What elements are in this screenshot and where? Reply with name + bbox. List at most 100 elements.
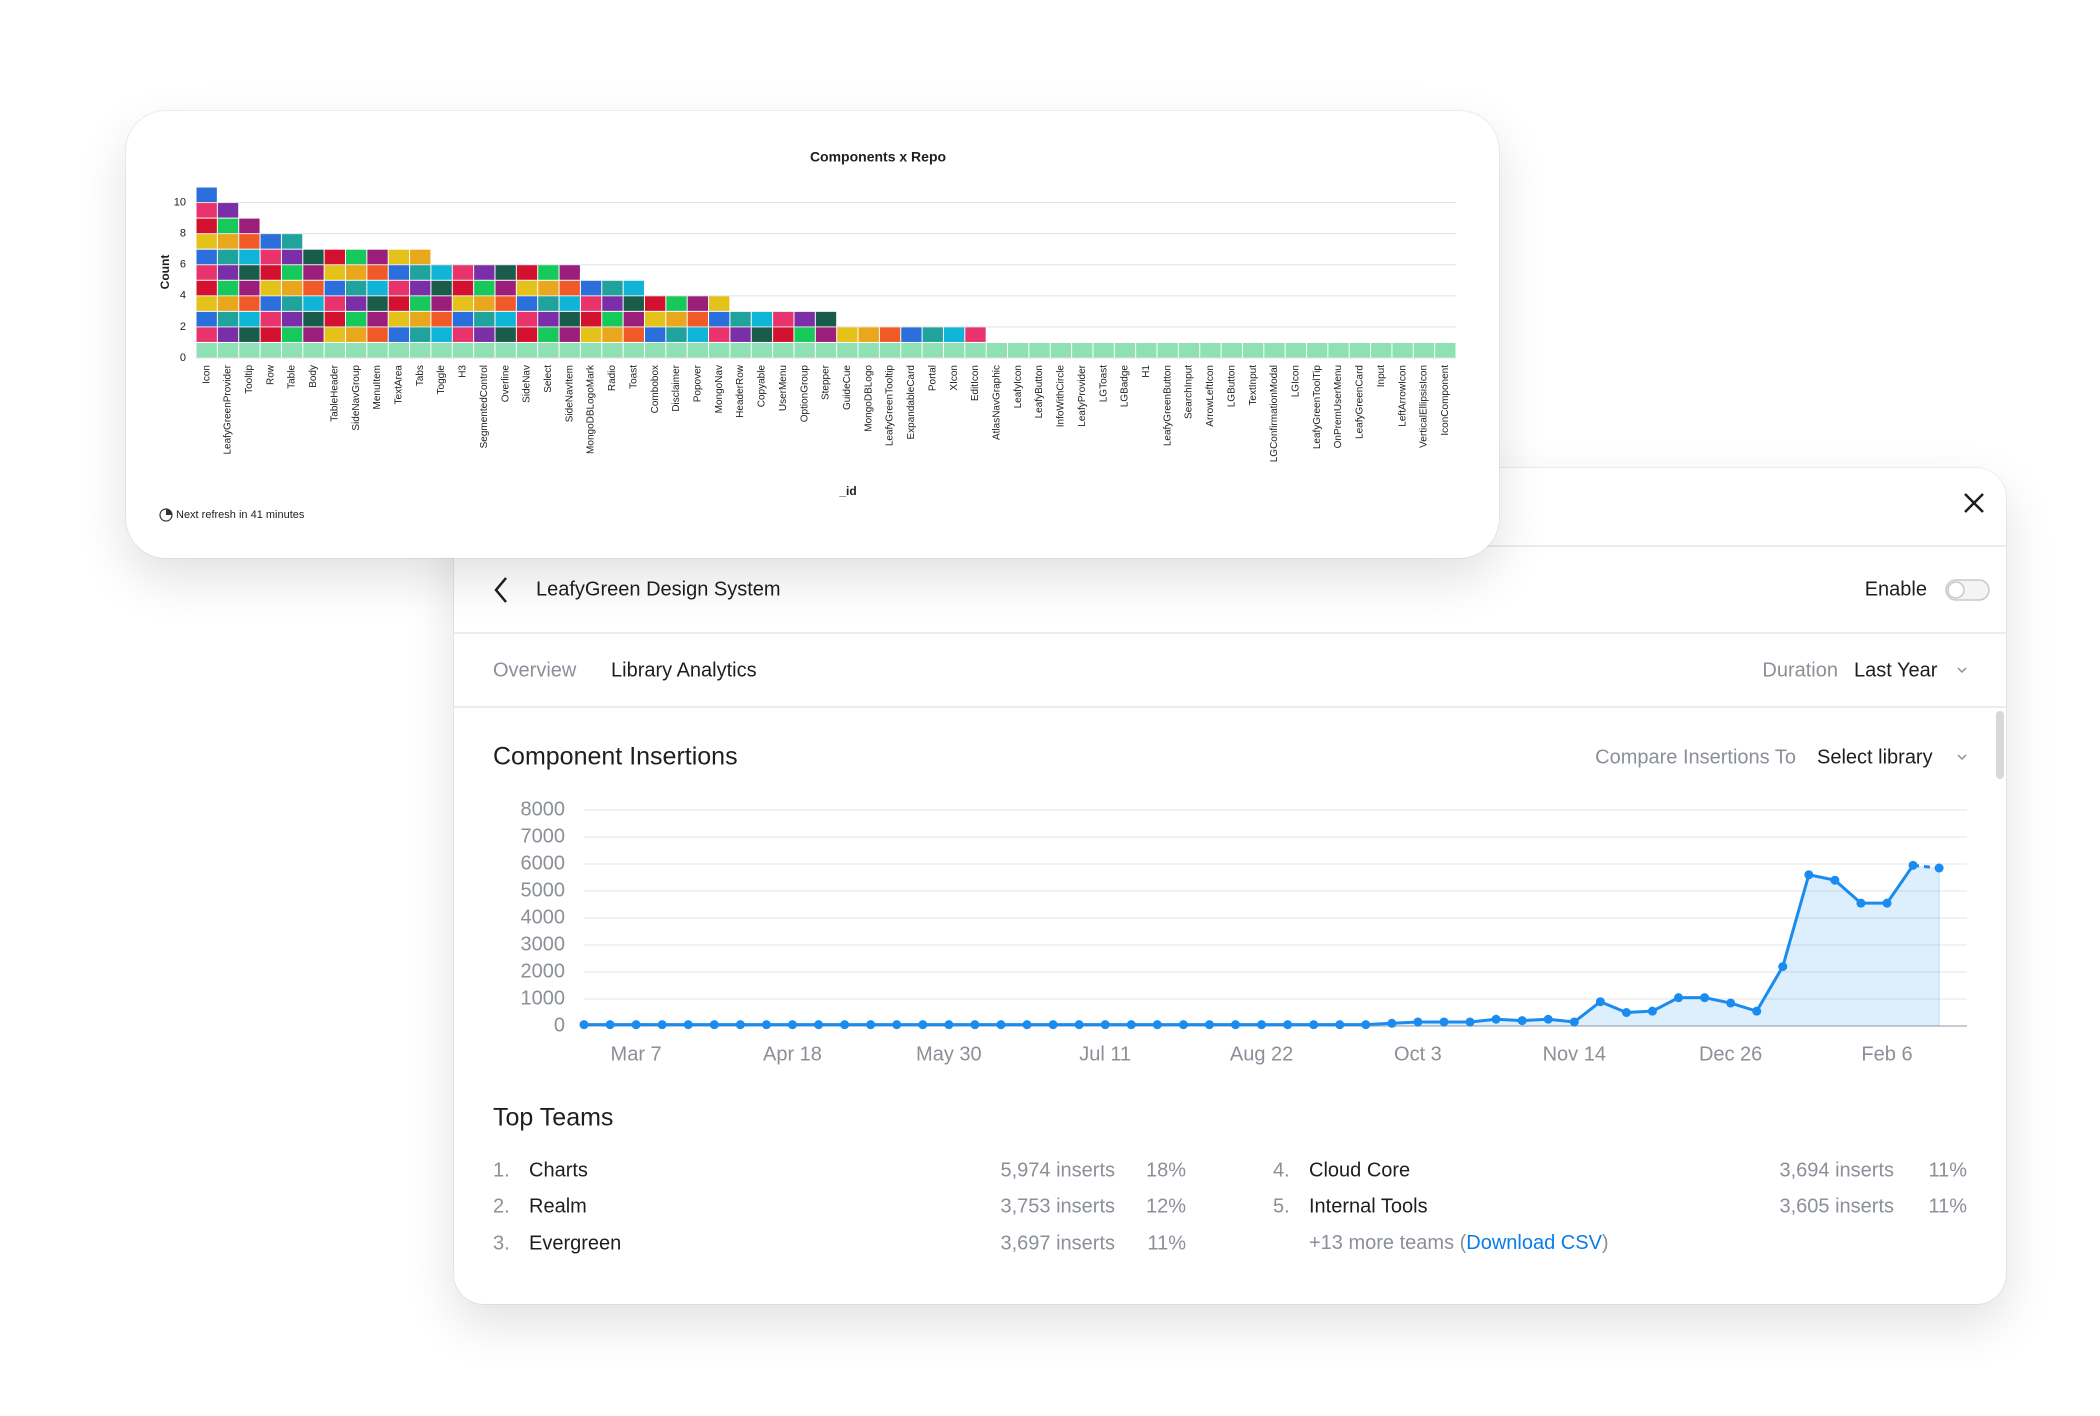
team-share: 11%	[1147, 1232, 1186, 1254]
tab[interactable]: Overview	[493, 659, 577, 681]
unit-cell	[410, 265, 431, 280]
scrollbar[interactable]	[1996, 711, 2004, 779]
dropdown-chevron	[1957, 667, 1967, 674]
unit-cell	[303, 296, 324, 311]
unit-cell	[1029, 342, 1050, 358]
unit-cell	[516, 296, 538, 311]
x-tick-label: SearchInput	[1184, 365, 1195, 419]
unit-cell	[367, 265, 388, 280]
unit-cell	[879, 342, 901, 358]
point	[1934, 863, 1944, 873]
unit-cell	[345, 342, 367, 358]
components-chart: Components x Repo Count _id Next refresh…	[158, 149, 1456, 522]
x-tick-label: MongoDBLogoMark	[586, 364, 597, 454]
team-name: Evergreen	[529, 1232, 621, 1254]
unit-cell	[709, 311, 730, 327]
unit-cell	[965, 327, 986, 342]
unit-cell	[538, 342, 559, 358]
duration-select[interactable]: Last Year	[1854, 659, 1938, 681]
x-tick-label: LGToast	[1098, 365, 1109, 402]
team-rank: 4.	[1273, 1159, 1290, 1181]
more-teams-end: )	[1602, 1232, 1609, 1254]
back-button[interactable]	[494, 577, 507, 603]
unit-cell	[794, 311, 815, 327]
unit-cell	[324, 327, 345, 342]
team-name: Cloud Core	[1309, 1159, 1410, 1181]
point	[579, 1020, 589, 1030]
point	[918, 1020, 928, 1030]
x-tick-label: LeafyIcon	[1013, 365, 1024, 408]
unit-cell	[281, 342, 303, 358]
point	[1726, 998, 1736, 1008]
tab-active[interactable]: Library Analytics	[611, 659, 757, 681]
compare-select[interactable]: Select library	[1817, 746, 1933, 768]
unit-cell	[666, 311, 687, 327]
unit-cell	[239, 311, 260, 327]
unit-cell	[281, 327, 303, 342]
unit-cell	[324, 311, 345, 327]
chart-title: Components x Repo	[810, 149, 946, 165]
unit-cell	[431, 265, 452, 280]
x-tick-label: Popover	[693, 364, 704, 402]
unit-cell	[367, 249, 388, 265]
point	[1882, 898, 1892, 908]
point	[1674, 993, 1684, 1003]
unit-cell	[345, 280, 367, 296]
point	[1830, 875, 1840, 885]
unit-cell	[388, 327, 410, 342]
unit-cell	[388, 280, 410, 296]
unit-cell	[623, 342, 644, 358]
point	[840, 1020, 850, 1030]
unit-cell	[709, 296, 730, 311]
team-share: 11%	[1928, 1159, 1967, 1181]
y-tick-label: 2000	[521, 960, 566, 982]
unit-cell	[815, 311, 837, 327]
unit-cell	[773, 327, 794, 342]
unit-cell	[388, 342, 410, 358]
unit-cell	[196, 311, 217, 327]
point	[1908, 860, 1918, 870]
unit-cell	[324, 342, 345, 358]
point	[1100, 1020, 1110, 1030]
close-button[interactable]	[1964, 493, 1984, 513]
x-tick-label: SegmentedControl	[479, 365, 490, 448]
unit-cell	[516, 280, 538, 296]
x-tick-label: Body	[308, 365, 319, 388]
unit-cell	[580, 280, 602, 296]
point	[1804, 870, 1814, 880]
unit-cell	[217, 296, 239, 311]
unit-cell	[559, 296, 580, 311]
x-tick-label: HeaderRow	[735, 364, 746, 418]
unit-cell	[260, 265, 281, 280]
unit-cell	[815, 342, 837, 358]
y-tick-label: 0	[180, 352, 186, 364]
x-tick-label: Toast	[628, 365, 639, 389]
team-inserts: 3,694 inserts	[1779, 1159, 1894, 1181]
team-share: 12%	[1146, 1195, 1186, 1217]
x-tick-label: LeafyGreenTooltip	[885, 365, 896, 447]
x-tick-label: Table	[287, 365, 298, 389]
x-tick-label: MongoNav	[714, 365, 725, 413]
point	[1647, 1006, 1657, 1016]
team-inserts: 5,974 inserts	[1000, 1159, 1115, 1181]
unit-cell	[1008, 342, 1029, 358]
x-tick-label: LeafyGreenButton	[1162, 365, 1173, 446]
unit-cell	[324, 249, 345, 265]
unit-cell	[1242, 342, 1264, 358]
unit-cell	[239, 218, 260, 234]
point	[1309, 1020, 1319, 1030]
x-tick-label: LGIcon	[1290, 365, 1301, 397]
unit-cell	[773, 311, 794, 327]
unit-cell	[559, 327, 580, 342]
unit-cell	[260, 311, 281, 327]
unit-cell	[196, 203, 217, 218]
x-tick-label: ExpandableCard	[906, 365, 917, 440]
point	[1022, 1020, 1032, 1030]
unit-cell	[196, 249, 217, 265]
download-link[interactable]: Download CSV	[1466, 1232, 1602, 1254]
x-tick-label: InfoWithCircle	[1056, 365, 1067, 428]
team-share: 18%	[1146, 1159, 1186, 1181]
team-rank: 2.	[493, 1195, 510, 1217]
x-tick-label: Row	[265, 364, 276, 385]
unit-cell	[1157, 342, 1178, 358]
